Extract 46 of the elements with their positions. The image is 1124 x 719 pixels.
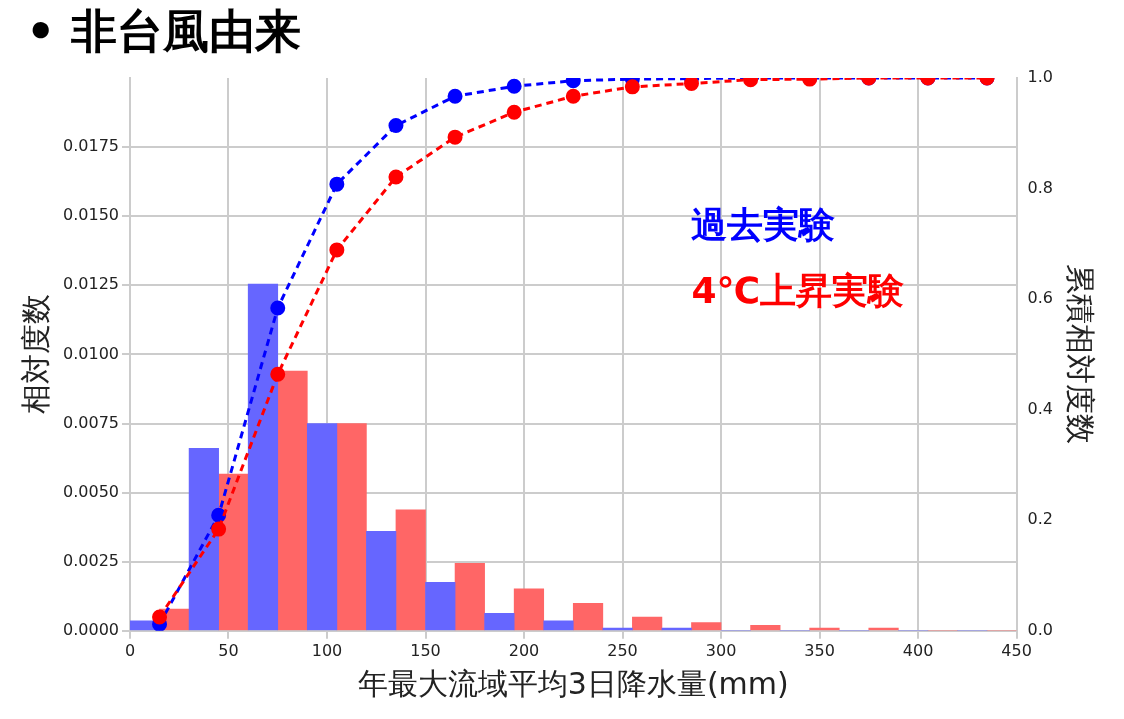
y2-tick-label: 0.4: [1027, 398, 1054, 418]
y-tick-label: 0.0150: [63, 205, 119, 225]
point: [447, 88, 463, 104]
x-axis-title: 年最大流域平均3日降水量(mm): [357, 665, 789, 701]
y2-axis-title: 累積相対度数: [1063, 264, 1099, 445]
point: [211, 521, 227, 537]
y-tick-label: 0.0100: [63, 343, 119, 363]
point: [270, 366, 286, 382]
point: [447, 129, 463, 145]
x-tick-label: 400: [902, 640, 934, 660]
x-tick-label: 250: [607, 640, 638, 660]
point: [388, 169, 404, 185]
point: [683, 78, 699, 92]
y2-tick-label: 0.2: [1027, 509, 1054, 529]
text: 過去実験: [691, 203, 836, 245]
y2-tick-label: 0.0: [1027, 619, 1054, 639]
x-tick-label: 150: [410, 640, 441, 660]
x-tick-label: 300: [705, 640, 737, 660]
point: [506, 78, 522, 94]
y-axis-title: 相対度数: [17, 294, 53, 415]
point: [329, 242, 345, 258]
y2-tick-label: 0.8: [1027, 177, 1054, 197]
text: 4℃上昇実験: [691, 269, 905, 311]
point: [506, 104, 522, 120]
y2-tick-label: 0.6: [1027, 288, 1054, 308]
point: [211, 507, 227, 523]
x-tick-label: 350: [804, 640, 835, 660]
x-tick-label: 50: [218, 640, 239, 660]
x-tick-label: 200: [508, 640, 540, 660]
point: [152, 609, 168, 625]
y-tick-label: 0.0075: [63, 412, 119, 432]
point: [388, 118, 404, 134]
y-tick-label: 0.0125: [63, 274, 119, 294]
point: [329, 176, 345, 192]
x-tick-label: 100: [311, 640, 343, 660]
point: [624, 79, 640, 95]
y2-tick-label: 1.0: [1027, 67, 1054, 87]
point: [565, 88, 581, 104]
point: [270, 300, 286, 316]
y-tick-label: 0.0000: [63, 619, 119, 639]
y-tick-label: 0.0050: [63, 481, 119, 501]
x-tick-label: 0: [124, 640, 136, 660]
x-tick-label: 450: [1001, 640, 1032, 660]
chart-title: • 非台風由来: [26, 3, 302, 58]
y-tick-label: 0.0175: [63, 136, 119, 156]
y-tick-label: 0.0025: [63, 550, 119, 570]
